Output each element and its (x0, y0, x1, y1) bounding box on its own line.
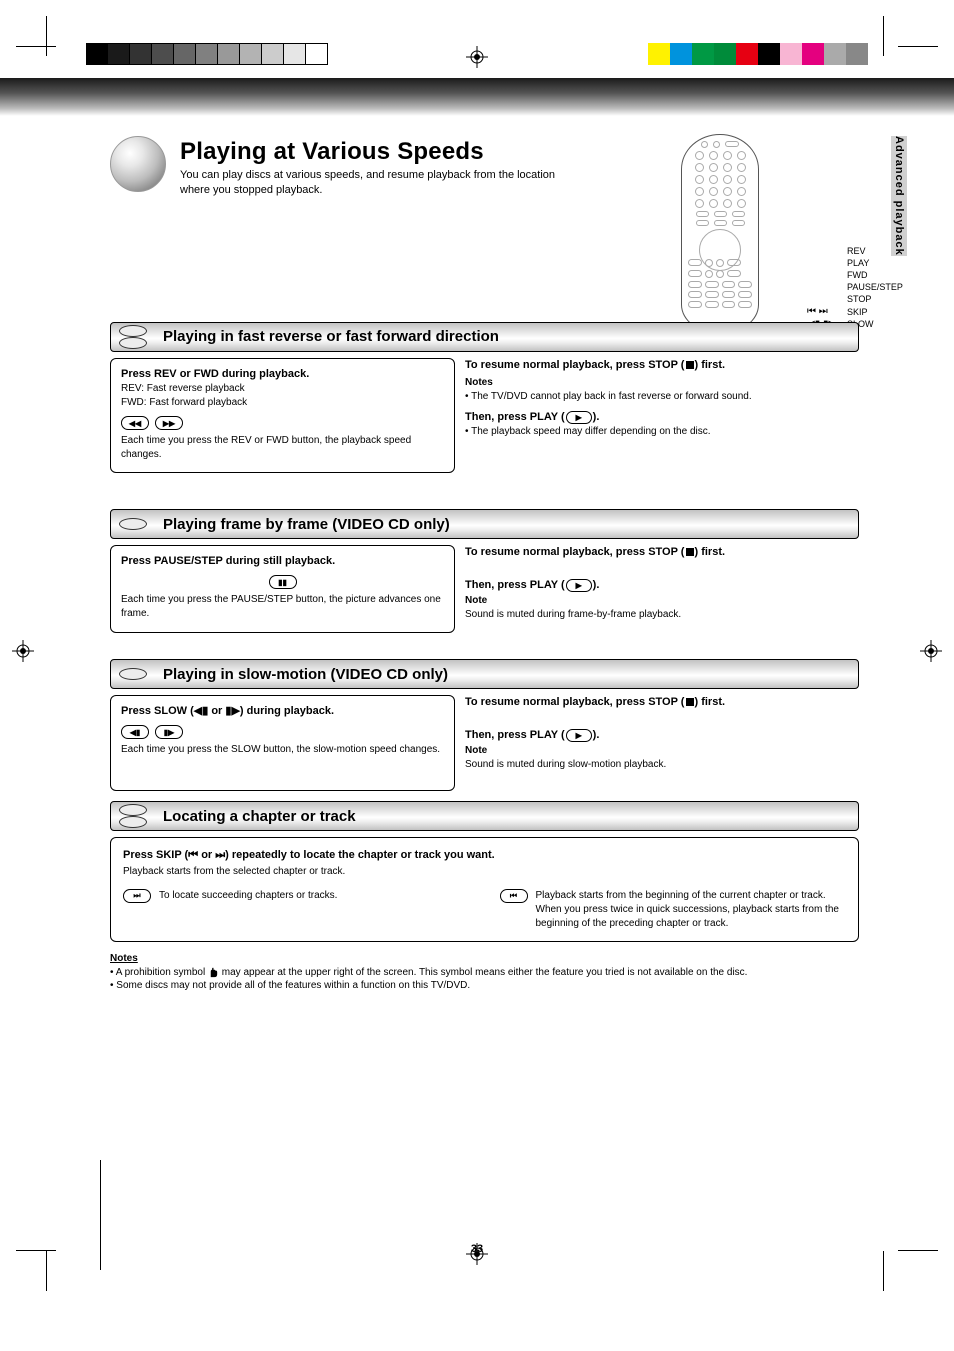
section-still: Playing frame by frame (VIDEO CD only) P… (110, 509, 859, 633)
step-sub: REV: Fast reverse playback (121, 382, 444, 396)
legend-row: REV (807, 246, 954, 258)
sphere-icon (110, 136, 166, 192)
slow-fwd-icon: ▮▶ (155, 725, 183, 739)
crop-mark (883, 16, 884, 56)
crop-mark (898, 46, 938, 47)
section-title: Playing in fast reverse or fast forward … (163, 328, 499, 345)
legend-symbol: ⏮ ⏭ (807, 306, 841, 319)
resume-play: Then, press PLAY (▶). (465, 410, 859, 425)
step-detail: Each time you press the PAUSE/STEP butto… (121, 593, 444, 621)
legend-row: ⏮ ⏭ SKIP (807, 306, 954, 319)
note-heading: Notes (465, 376, 859, 390)
section-title: Playing frame by frame (VIDEO CD only) (163, 516, 450, 533)
step-sub: FWD: Fast forward playback (121, 396, 444, 410)
rev-button-icon: ◀◀ (121, 416, 149, 430)
header-gradient (0, 78, 954, 116)
registration-icon (466, 46, 488, 68)
play-button-icon: ▶ (566, 579, 592, 592)
note-line: Sound is muted during slow-motion playba… (465, 758, 859, 772)
note-heading: Note (465, 744, 859, 758)
resume-heading: To resume normal playback, press STOP ()… (465, 695, 859, 710)
crop-mark (46, 1251, 47, 1291)
legend-label: REV (847, 246, 866, 257)
resume-heading: To resume normal playback, press STOP ()… (465, 358, 859, 373)
section-chapter: Locating a chapter or track Press SKIP (… (110, 801, 859, 942)
step-detail: Each time you press the SLOW button, the… (121, 743, 444, 757)
skip-rev-label: Playback starts from the beginning of th… (536, 889, 847, 931)
hand-icon (208, 967, 219, 978)
resume-heading: To resume normal playback, press STOP ()… (465, 545, 859, 560)
crop-mark (46, 16, 47, 56)
step-heading: Press SLOW (◀▮ or ▮▶) during playback. (121, 704, 444, 719)
section-title: Locating a chapter or track (163, 808, 356, 825)
footer-notes: Notes • A prohibition symbol may appear … (110, 952, 859, 993)
note-line: • The TV/DVD cannot play back in fast re… (465, 390, 859, 404)
grayscale-strip (86, 43, 328, 65)
skip-rev-icon: ⏮ (500, 889, 528, 903)
crop-mark (16, 46, 56, 47)
section-title: Playing in slow-motion (VIDEO CD only) (163, 666, 448, 683)
legend-row: FWD (807, 270, 954, 282)
legend-row: PLAY (807, 258, 954, 270)
crop-mark (100, 1160, 101, 1270)
resume-play: Then, press PLAY (▶). (465, 728, 859, 743)
note-line: • A prohibition symbol may appear at the… (110, 966, 859, 980)
legend-label: STOP (847, 294, 871, 305)
remote-legend: REVPLAYFWDPAUSE/STEPSTOP⏮ ⏭SKIP◀▮ ▮▶SLOW (807, 246, 954, 331)
step-heading: Press REV or FWD during playback. (121, 367, 444, 382)
step-detail: Each time you press the REV or FWD butto… (121, 434, 444, 462)
skip-fwd-label: To locate succeeding chapters or tracks. (159, 889, 337, 931)
legend-label: SKIP (847, 307, 868, 318)
page-number: 33 (0, 1243, 954, 1255)
pause-button-icon: ▮▮ (269, 575, 297, 589)
registration-icon (12, 640, 34, 662)
legend-row: PAUSE/STEP (807, 282, 954, 294)
note-line: Sound is muted during frame-by-frame pla… (465, 608, 859, 622)
color-strip (648, 43, 868, 65)
section-slow: Playing in slow-motion (VIDEO CD only) P… (110, 659, 859, 791)
page-body: Advanced playback REVPLAYFWDPAUSE/STEPST… (110, 120, 859, 993)
play-button-icon: ▶ (566, 729, 592, 742)
resume-play: Then, press PLAY (▶). (465, 578, 859, 593)
note-heading: Note (465, 594, 859, 608)
legend-label: PLAY (847, 258, 869, 269)
notes-heading: Notes (110, 952, 859, 966)
side-tab: Advanced playback (891, 136, 907, 256)
play-button-icon: ▶ (566, 411, 592, 424)
legend-label: FWD (847, 270, 868, 281)
step-detail: Playback starts from the selected chapte… (123, 865, 846, 879)
remote-illustration (681, 134, 759, 334)
note-line: • Some discs may not provide all of the … (110, 979, 859, 993)
skip-fwd-icon: ⏭ (123, 889, 151, 903)
crop-mark (883, 1251, 884, 1291)
section-fast: Playing in fast reverse or fast forward … (110, 322, 859, 473)
fwd-button-icon: ▶▶ (155, 416, 183, 430)
note-line: • The playback speed may differ dependin… (465, 425, 859, 439)
step-heading: Press SKIP (⏮ or ⏭) repeatedly to locate… (123, 848, 846, 863)
page-title: Playing at Various Speeds (180, 138, 555, 166)
step-heading: Press PAUSE/STEP during still playback. (121, 554, 444, 569)
page-subtitle: You can play discs at various speeds, an… (180, 168, 555, 198)
legend-row: STOP (807, 294, 954, 306)
registration-icon (920, 640, 942, 662)
slow-rev-icon: ◀▮ (121, 725, 149, 739)
legend-label: PAUSE/STEP (847, 282, 903, 293)
